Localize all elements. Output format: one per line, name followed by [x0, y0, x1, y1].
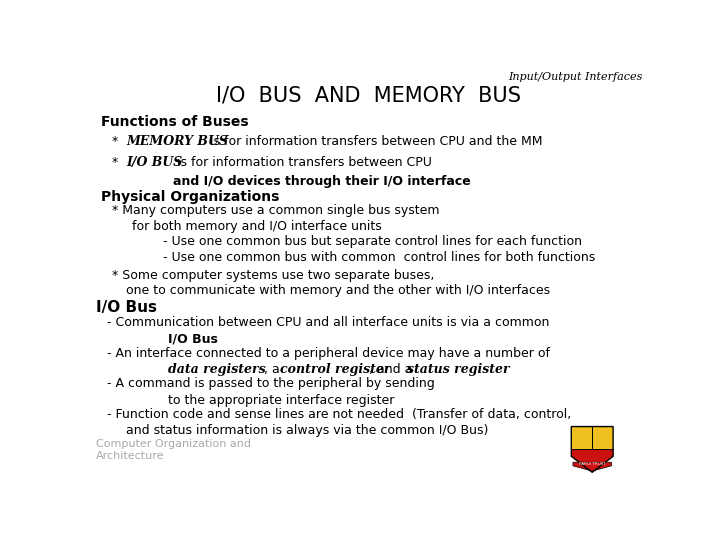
Text: - Use one common bus but separate control lines for each function: - Use one common bus but separate contro…	[163, 235, 582, 248]
Text: - A command is passed to the peripheral by sending: - A command is passed to the peripheral …	[107, 377, 434, 390]
Text: PARUI TRUST: PARUI TRUST	[579, 462, 606, 466]
Text: I/O Bus: I/O Bus	[96, 300, 156, 315]
Text: and status information is always via the common I/O Bus): and status information is always via the…	[126, 424, 489, 437]
Text: one to communicate with memory and the other with I/O interfaces: one to communicate with memory and the o…	[126, 285, 550, 298]
Polygon shape	[571, 449, 613, 472]
Text: control register: control register	[280, 363, 390, 376]
Polygon shape	[573, 462, 611, 471]
Text: Architecture: Architecture	[96, 451, 164, 462]
Text: - Communication between CPU and all interface units is via a common: - Communication between CPU and all inte…	[107, 316, 549, 329]
Text: I/O Bus: I/O Bus	[168, 333, 218, 346]
Text: for both memory and I/O interface units: for both memory and I/O interface units	[132, 220, 382, 233]
Text: is for information transfers between CPU and the MM: is for information transfers between CPU…	[202, 136, 542, 148]
Text: to the appropriate interface register: to the appropriate interface register	[168, 394, 395, 407]
Text: *: *	[112, 136, 122, 148]
Text: , and a: , and a	[369, 363, 416, 376]
Text: I/O  BUS  AND  MEMORY  BUS: I/O BUS AND MEMORY BUS	[217, 85, 521, 106]
Text: - Use one common bus with common  control lines for both functions: - Use one common bus with common control…	[163, 251, 595, 264]
Text: Functions of Buses: Functions of Buses	[101, 114, 249, 129]
Text: and I/O devices through their I/O interface: and I/O devices through their I/O interf…	[173, 175, 470, 188]
Text: MEMORY BUS: MEMORY BUS	[126, 136, 228, 148]
Text: , a: , a	[260, 363, 284, 376]
Text: I/O BUS: I/O BUS	[126, 156, 183, 169]
Text: data registers: data registers	[168, 363, 266, 376]
Text: Physical Organizations: Physical Organizations	[101, 190, 279, 204]
Text: is for information transfers between CPU: is for information transfers between CPU	[173, 156, 431, 169]
Text: - Function code and sense lines are not needed  (Transfer of data, control,: - Function code and sense lines are not …	[107, 408, 571, 421]
Polygon shape	[571, 427, 613, 449]
Text: Input/Output Interfaces: Input/Output Interfaces	[508, 72, 642, 82]
Text: *: *	[112, 156, 122, 169]
Text: status register: status register	[407, 363, 510, 376]
Text: * Many computers use a common single bus system: * Many computers use a common single bus…	[112, 204, 440, 217]
Text: Computer Organization and: Computer Organization and	[96, 439, 251, 449]
Text: - An interface connected to a peripheral device may have a number of: - An interface connected to a peripheral…	[107, 347, 550, 360]
Text: * Some computer systems use two separate buses,: * Some computer systems use two separate…	[112, 268, 435, 281]
